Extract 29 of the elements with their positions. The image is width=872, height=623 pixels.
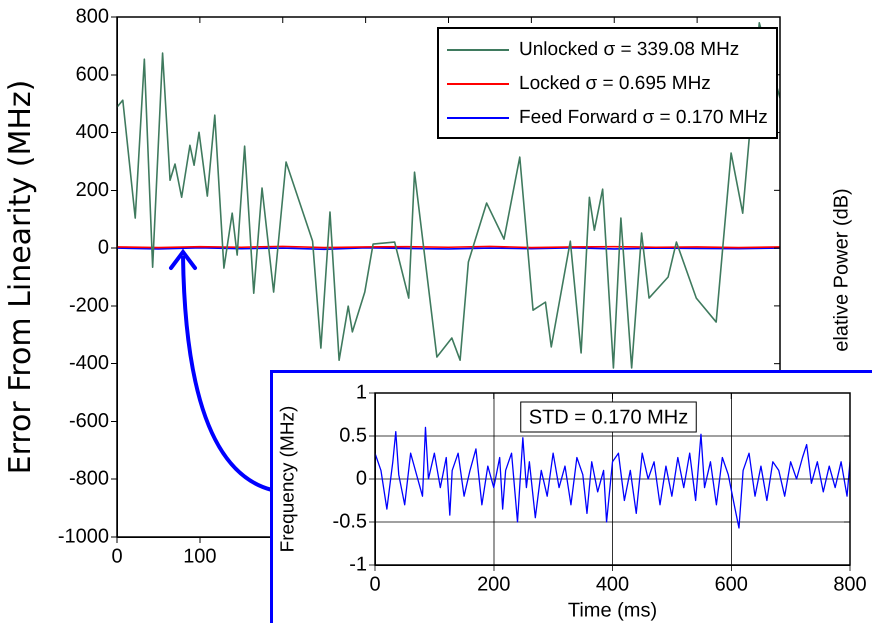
y-tick-label: -1 [349, 554, 367, 576]
y-axis-title: Error From Linearity (MHz) [2, 80, 38, 474]
y-tick-label: -1000 [58, 526, 109, 548]
y-tick-label: -0.5 [332, 510, 367, 533]
y-tick-label: 400 [76, 121, 109, 144]
y-tick-label: -200 [68, 294, 109, 316]
y-tick-label: 200 [76, 178, 109, 201]
text: elative Power (dB) [830, 188, 853, 352]
y-tick-label: -400 [68, 352, 109, 374]
y-tick-label: 0.5 [339, 424, 367, 447]
y-tick-label: -600 [68, 410, 109, 432]
legend-label: Locked σ = 0.695 MHz [519, 73, 711, 95]
x-tick-label: 600 [714, 574, 748, 596]
y-tick-label: 0 [98, 236, 109, 259]
annotation: STD = 0.170 MHz [528, 406, 688, 429]
legend-label: Feed Forward σ = 0.170 MHz [519, 107, 768, 129]
y-axis-title: Frequency (MHz) [278, 406, 299, 552]
x-tick-label: 400 [596, 574, 630, 596]
legend-label: Unlocked σ = 339.08 MHz [519, 39, 740, 61]
x-axis-title: Time (ms) [568, 600, 658, 622]
y-tick-label: -800 [68, 468, 109, 490]
inset-frame: Time (ms) Frequency (MHz) 0 200 400 600 800 -1 -0.5 0 0.5 1 STD = 0.170 MHz [270, 370, 872, 623]
y-tick-label: 1 [356, 382, 367, 404]
y-tick-label: 800 [76, 6, 109, 28]
x-tick-label: 800 [833, 574, 867, 596]
x-tick-label: 100 [183, 546, 217, 568]
y-tick-label: 600 [76, 63, 109, 86]
x-tick-label: 200 [477, 574, 510, 596]
y-tick-label: 0 [356, 468, 367, 490]
